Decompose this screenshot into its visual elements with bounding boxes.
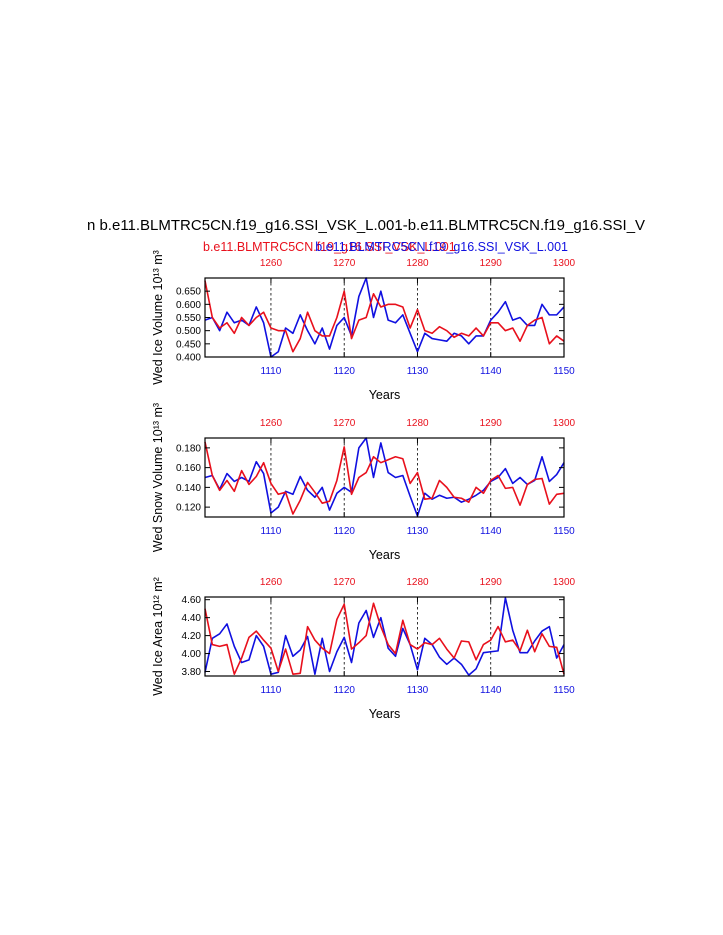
x-tick-label-top: 1280 [406,418,429,429]
x-tick-label-bottom: 1110 [261,685,282,696]
x-tick-label-bottom: 1150 [553,685,575,696]
y-tick-label: 4.40 [182,613,202,624]
y-axis-label: Wed Snow Volume 10¹³ m³ [151,403,165,552]
y-tick-label: 0.450 [176,339,201,350]
subtitle-blue-run: b.e11.BLMTRC5CN.f19_g16.SSI_VSK_L.001 [315,240,568,254]
x-tick-label-bottom: 1130 [407,366,429,377]
x-tick-label-bottom: 1140 [480,526,502,537]
y-tick-label: 4.00 [182,649,202,660]
x-tick-label-bottom: 1110 [261,366,282,377]
x-tick-label-bottom: 1120 [333,366,355,377]
x-tick-label-top: 1280 [406,577,429,588]
series-line-red [204,280,565,353]
x-tick-label-top: 1300 [553,258,576,269]
x-tick-label-bottom: 1150 [553,526,575,537]
x-tick-label-bottom: 1140 [480,685,502,696]
x-tick-label-bottom: 1140 [480,366,502,377]
series-line-red [204,602,565,676]
x-tick-label-top: 1300 [553,418,576,429]
y-tick-label: 0.160 [176,463,201,474]
plot-frame [204,437,565,518]
x-tick-label-top: 1290 [480,577,503,588]
x-tick-label-top: 1270 [333,258,356,269]
x-tick-label-top: 1260 [260,258,283,269]
plot-frame [204,596,565,677]
x-axis-label: Years [369,548,401,562]
x-tick-label-top: 1300 [553,577,576,588]
y-tick-label: 3.80 [182,667,202,678]
x-tick-label-top: 1280 [406,258,429,269]
y-tick-label: 0.550 [176,313,201,324]
y-tick-label: 0.120 [176,503,201,514]
panel-2: 0.120 0.140 0.160 0.180 1110 1120 1130 1140 1150… [151,403,576,562]
plot-frame [204,277,565,358]
x-tick-label-top: 1260 [260,418,283,429]
x-tick-label-bottom: 1110 [261,526,282,537]
y-tick-label: 0.180 [176,443,201,454]
series-line-red [204,441,565,515]
panels: 0.400 0.450 0.500 0.550 0.600 0.650 1110 1120 11… [151,250,576,721]
panel-1: 0.400 0.450 0.500 0.550 0.600 0.650 1110 1120 11… [151,250,576,402]
x-tick-label-bottom: 1150 [553,366,575,377]
y-tick-label: 0.140 [176,483,201,494]
x-tick-label-top: 1290 [480,418,503,429]
x-tick-label-top: 1290 [480,258,503,269]
x-tick-label-bottom: 1120 [333,526,355,537]
y-tick-label: 0.650 [176,287,201,298]
x-tick-label-bottom: 1120 [333,685,355,696]
y-tick-label: 0.400 [176,353,201,364]
x-tick-label-bottom: 1130 [407,526,429,537]
series-line-blue [204,437,565,517]
y-axis-label: Wed Ice Volume 10¹³ m³ [151,250,165,385]
series-line-blue [204,277,565,358]
y-tick-label: 0.500 [176,326,201,337]
subtitle-red-run: b.e11.BLMTRC5CN.f19_g16.SSI_VSK_L.001 [203,240,456,254]
figure-title: n b.e11.BLMTRC5CN.f19_g16.SSI_VSK_L.001-… [87,217,645,234]
x-axis-label: Years [369,707,401,721]
x-tick-label-top: 1270 [333,577,356,588]
y-tick-label: 4.60 [182,595,202,606]
panel-3: 3.80 4.00 4.20 4.40 4.60 1110 1120 1130 1140 1150… [151,577,576,721]
y-tick-label: 4.20 [182,631,202,642]
x-axis-label: Years [369,388,401,402]
y-tick-label: 0.600 [176,300,201,311]
x-tick-label-top: 1270 [333,418,356,429]
y-axis-label: Wed Ice Area 10¹² m² [151,577,165,696]
x-tick-label-top: 1260 [260,577,283,588]
series-line-blue [204,597,565,676]
x-tick-label-bottom: 1130 [407,685,429,696]
